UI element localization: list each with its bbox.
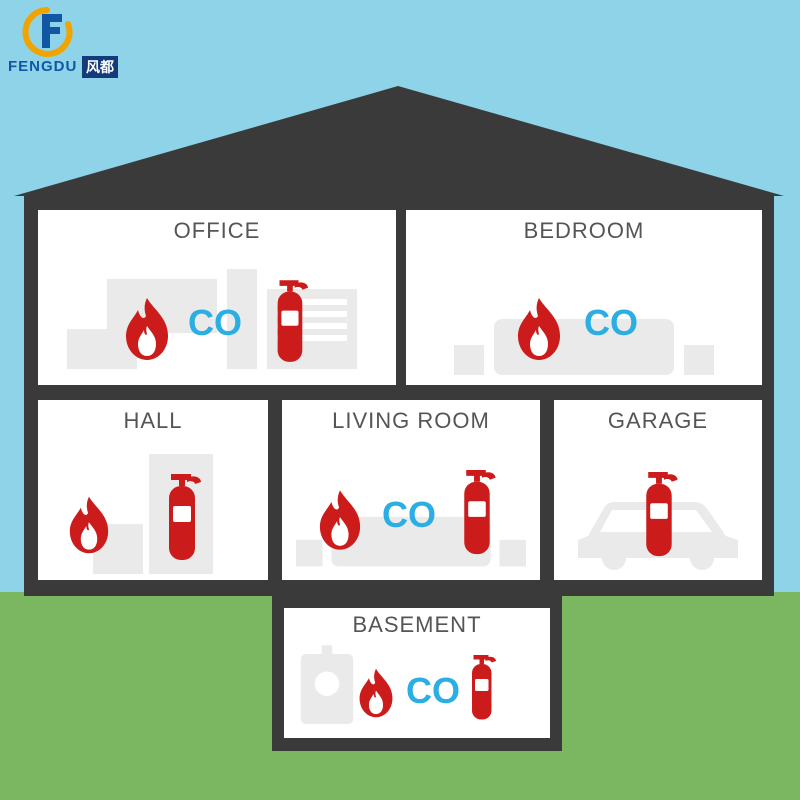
room-garage: GARAGE [554, 400, 762, 580]
co-label: CO [382, 494, 436, 536]
room-basement: BASEMENT CO [284, 608, 550, 738]
room-label-garage: GARAGE [554, 408, 762, 434]
room-office: OFFICE CO [38, 210, 396, 385]
room-label-bedroom: BEDROOM [406, 218, 762, 244]
room-bedroom: BEDROOM CO [406, 210, 762, 385]
room-living_room: LIVING ROOM CO [282, 400, 540, 580]
flame-icon [358, 668, 394, 718]
flame-icon [68, 496, 110, 554]
co-label: CO [584, 302, 638, 344]
co-label: CO [188, 302, 242, 344]
room-label-office: OFFICE [38, 218, 396, 244]
extinguisher-icon [270, 278, 308, 366]
extinguisher-icon [466, 652, 496, 724]
room-label-living_room: LIVING ROOM [282, 408, 540, 434]
flame-icon [516, 298, 562, 360]
room-hall: HALL [38, 400, 268, 580]
flame-icon [318, 490, 362, 550]
extinguisher-icon [160, 472, 202, 564]
extinguisher-icon [456, 468, 496, 558]
room-label-basement: BASEMENT [284, 612, 550, 638]
extinguisher-icon [638, 470, 678, 560]
flame-icon [124, 298, 170, 360]
co-label: CO [406, 670, 460, 712]
room-label-hall: HALL [38, 408, 268, 434]
furniture-basement [292, 644, 362, 734]
house-roof [0, 0, 800, 198]
